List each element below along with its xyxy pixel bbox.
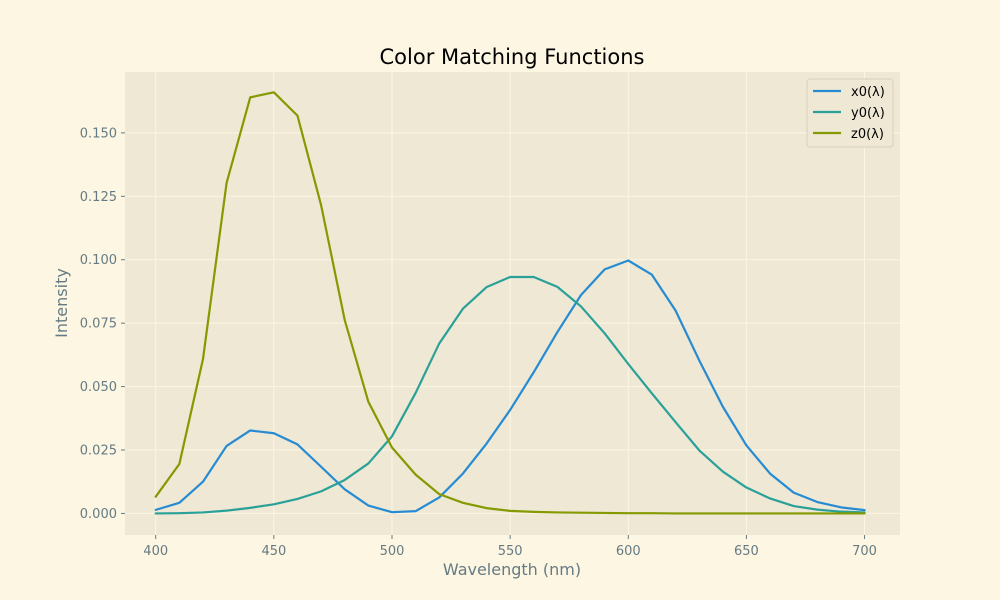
x-tick-label: 500 bbox=[380, 544, 405, 559]
x-tick-label: 600 bbox=[616, 544, 641, 559]
legend-label: z0(λ) bbox=[851, 127, 884, 142]
legend-label: y0(λ) bbox=[851, 106, 885, 121]
y-axis-label: Intensity bbox=[52, 268, 71, 338]
axis-ticks: 400 450 500 550 600 650 700 0.000 0.025 0.050 0.07… bbox=[80, 126, 877, 559]
x-tick-label: 650 bbox=[734, 544, 759, 559]
series-lines bbox=[154, 91, 866, 515]
y-tick-label: 0.025 bbox=[80, 444, 117, 459]
series-line-3 bbox=[154, 91, 866, 515]
x-tick-label: 400 bbox=[143, 544, 168, 559]
y-tick-label: 0.150 bbox=[80, 126, 117, 141]
y-tick-label: 0.000 bbox=[80, 507, 117, 522]
legend-label: x0(λ) bbox=[851, 85, 885, 100]
x-tick-label: 550 bbox=[498, 544, 523, 559]
legend-box bbox=[806, 78, 894, 148]
y-tick-label: 0.100 bbox=[80, 253, 117, 268]
chart-title: Color Matching Functions bbox=[380, 45, 645, 69]
y-tick-label: 0.125 bbox=[80, 190, 117, 205]
plot-area bbox=[125, 72, 900, 535]
grid bbox=[125, 72, 900, 535]
y-tick-label: 0.050 bbox=[80, 380, 117, 395]
y-tick-label: 0.075 bbox=[80, 317, 117, 332]
legend: x0(λ) y0(λ) z0(λ) bbox=[806, 78, 894, 148]
series-line-2 bbox=[154, 275, 866, 515]
series-line-1 bbox=[154, 259, 866, 514]
x-tick-label: 700 bbox=[852, 544, 877, 559]
x-tick-label: 450 bbox=[261, 544, 286, 559]
x-axis-label: Wavelength (nm) bbox=[443, 560, 581, 579]
